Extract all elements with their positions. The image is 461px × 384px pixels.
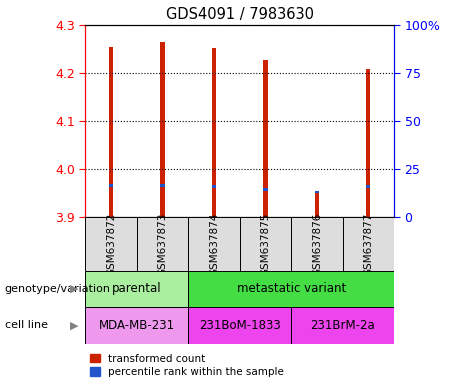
Bar [366,69,371,217]
Text: ▶: ▶ [70,284,78,294]
Bar [160,184,165,187]
Text: cell line: cell line [5,320,47,331]
Bar [188,217,240,271]
Bar [263,188,267,190]
Text: GSM637875: GSM637875 [260,212,271,276]
Bar [291,307,394,344]
Bar [85,271,188,307]
Bar [85,217,137,271]
Text: GSM637873: GSM637873 [158,212,167,276]
Text: GSM637874: GSM637874 [209,212,219,276]
Text: 231BrM-2a: 231BrM-2a [310,319,375,332]
Text: metastatic variant: metastatic variant [236,283,346,295]
Text: parental: parental [112,283,161,295]
Bar [188,307,291,344]
Text: ▶: ▶ [70,320,78,331]
Bar [137,217,188,271]
Bar [212,48,216,217]
Bar [315,190,319,194]
Bar [109,184,113,187]
Text: GSM637876: GSM637876 [312,212,322,276]
Bar [240,217,291,271]
Bar [263,60,267,217]
Text: genotype/variation: genotype/variation [5,284,111,294]
Legend: transformed count, percentile rank within the sample: transformed count, percentile rank withi… [90,354,284,377]
Text: 231BoM-1833: 231BoM-1833 [199,319,281,332]
Text: GSM637877: GSM637877 [363,212,373,276]
Text: GSM637872: GSM637872 [106,212,116,276]
Bar [366,185,371,188]
Bar [343,217,394,271]
Bar [109,46,113,217]
Bar [188,271,394,307]
Bar [315,190,319,217]
Bar [160,42,165,217]
Bar [212,185,216,188]
Title: GDS4091 / 7983630: GDS4091 / 7983630 [165,7,314,22]
Text: MDA-MB-231: MDA-MB-231 [99,319,175,332]
Bar [291,217,343,271]
Bar [85,307,188,344]
